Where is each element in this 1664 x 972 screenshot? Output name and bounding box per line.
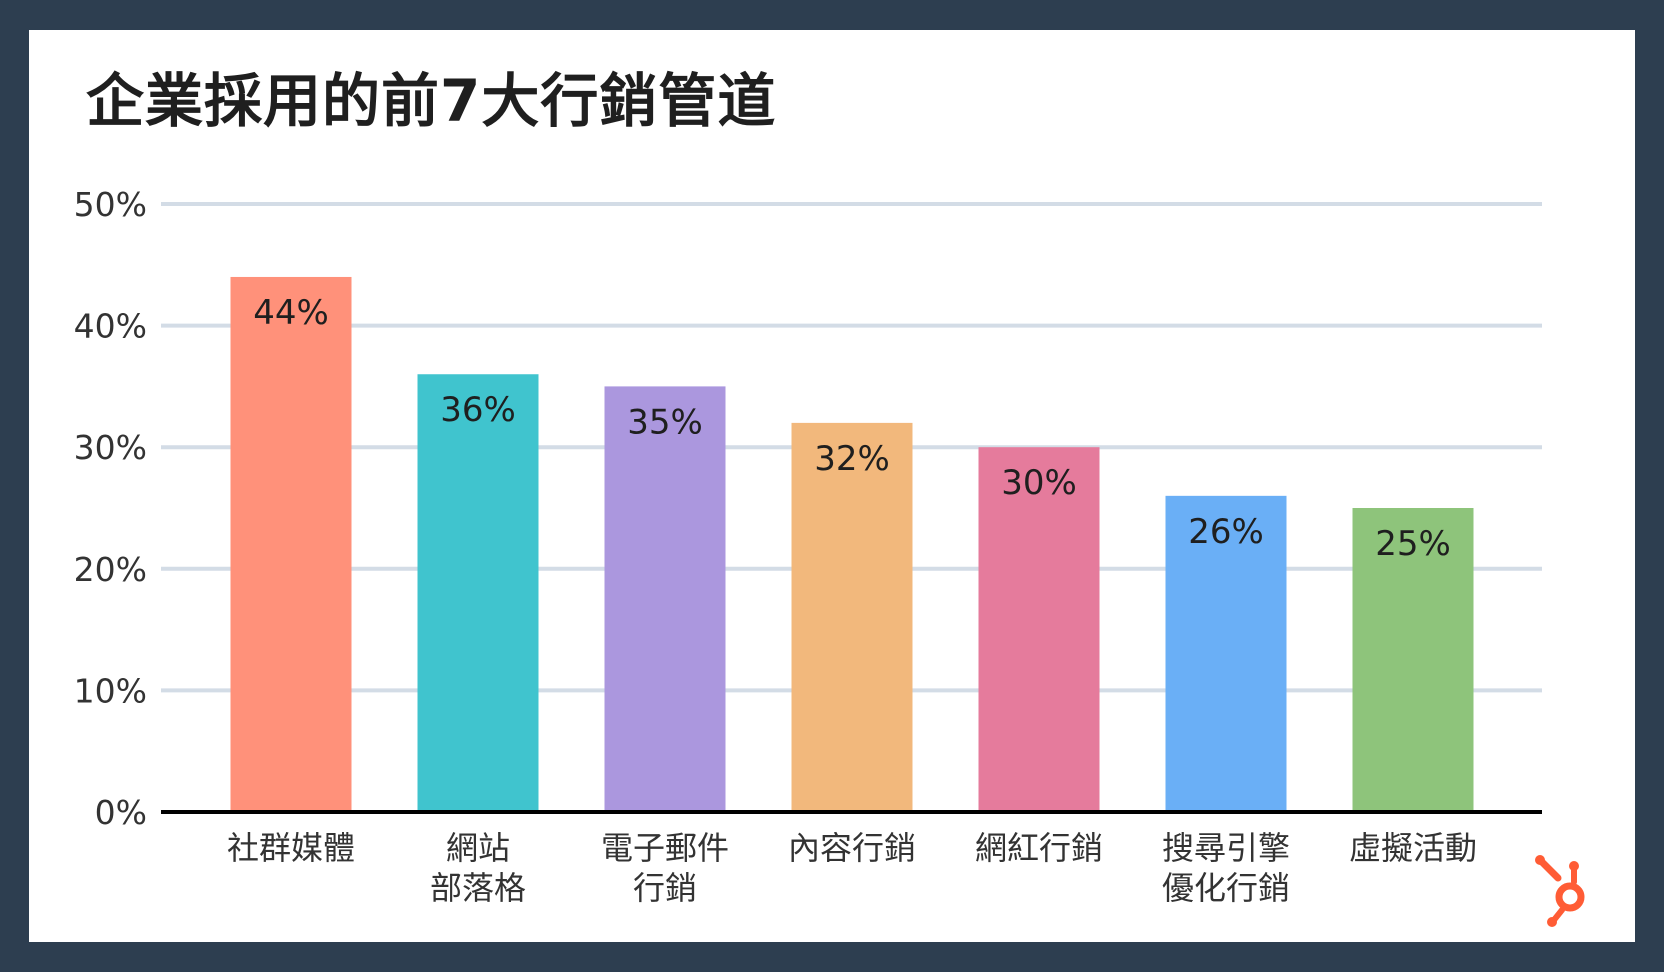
data-label: 32% [814, 439, 890, 479]
y-tick-label: 0% [95, 793, 147, 832]
x-tick-label: 虛擬活動 [1349, 829, 1477, 867]
bar [791, 422, 913, 812]
y-tick-label: 40% [74, 307, 147, 346]
y-tick-label: 20% [74, 550, 147, 589]
x-tick-label: 網站 [446, 829, 510, 867]
bar [417, 374, 539, 812]
data-label: 30% [1001, 463, 1077, 503]
x-tick-label: 行銷 [633, 869, 697, 907]
data-label: 26% [1188, 512, 1264, 552]
bar [604, 386, 726, 812]
y-tick-label: 10% [74, 671, 147, 710]
x-tick-label: 內容行銷 [788, 829, 916, 867]
data-label: 36% [440, 390, 516, 430]
bar [1165, 495, 1287, 812]
bar [978, 447, 1100, 812]
hubspot-sprocket-icon [1535, 855, 1585, 927]
x-tick-label: 搜尋引擎 [1162, 829, 1290, 867]
chart-title: 企業採用的前7大行銷管道 [86, 67, 777, 135]
data-label: 35% [627, 402, 703, 442]
x-tick-label: 電子郵件 [601, 829, 729, 867]
x-tick-label: 優化行銷 [1162, 869, 1290, 907]
x-tick-label: 部落格 [430, 869, 526, 907]
bar [1352, 508, 1474, 812]
y-tick-label: 50% [74, 185, 147, 224]
data-label: 25% [1375, 524, 1451, 564]
chart-card: 企業採用的前7大行銷管道 0% 10% 20% 30% 40% 50% 44% 社群媒體 36%… [29, 30, 1635, 942]
x-tick-label: 社群媒體 [227, 829, 355, 867]
bar [230, 276, 352, 812]
data-label: 44% [253, 293, 329, 333]
x-tick-label: 網紅行銷 [975, 829, 1103, 867]
y-tick-label: 30% [74, 428, 147, 467]
